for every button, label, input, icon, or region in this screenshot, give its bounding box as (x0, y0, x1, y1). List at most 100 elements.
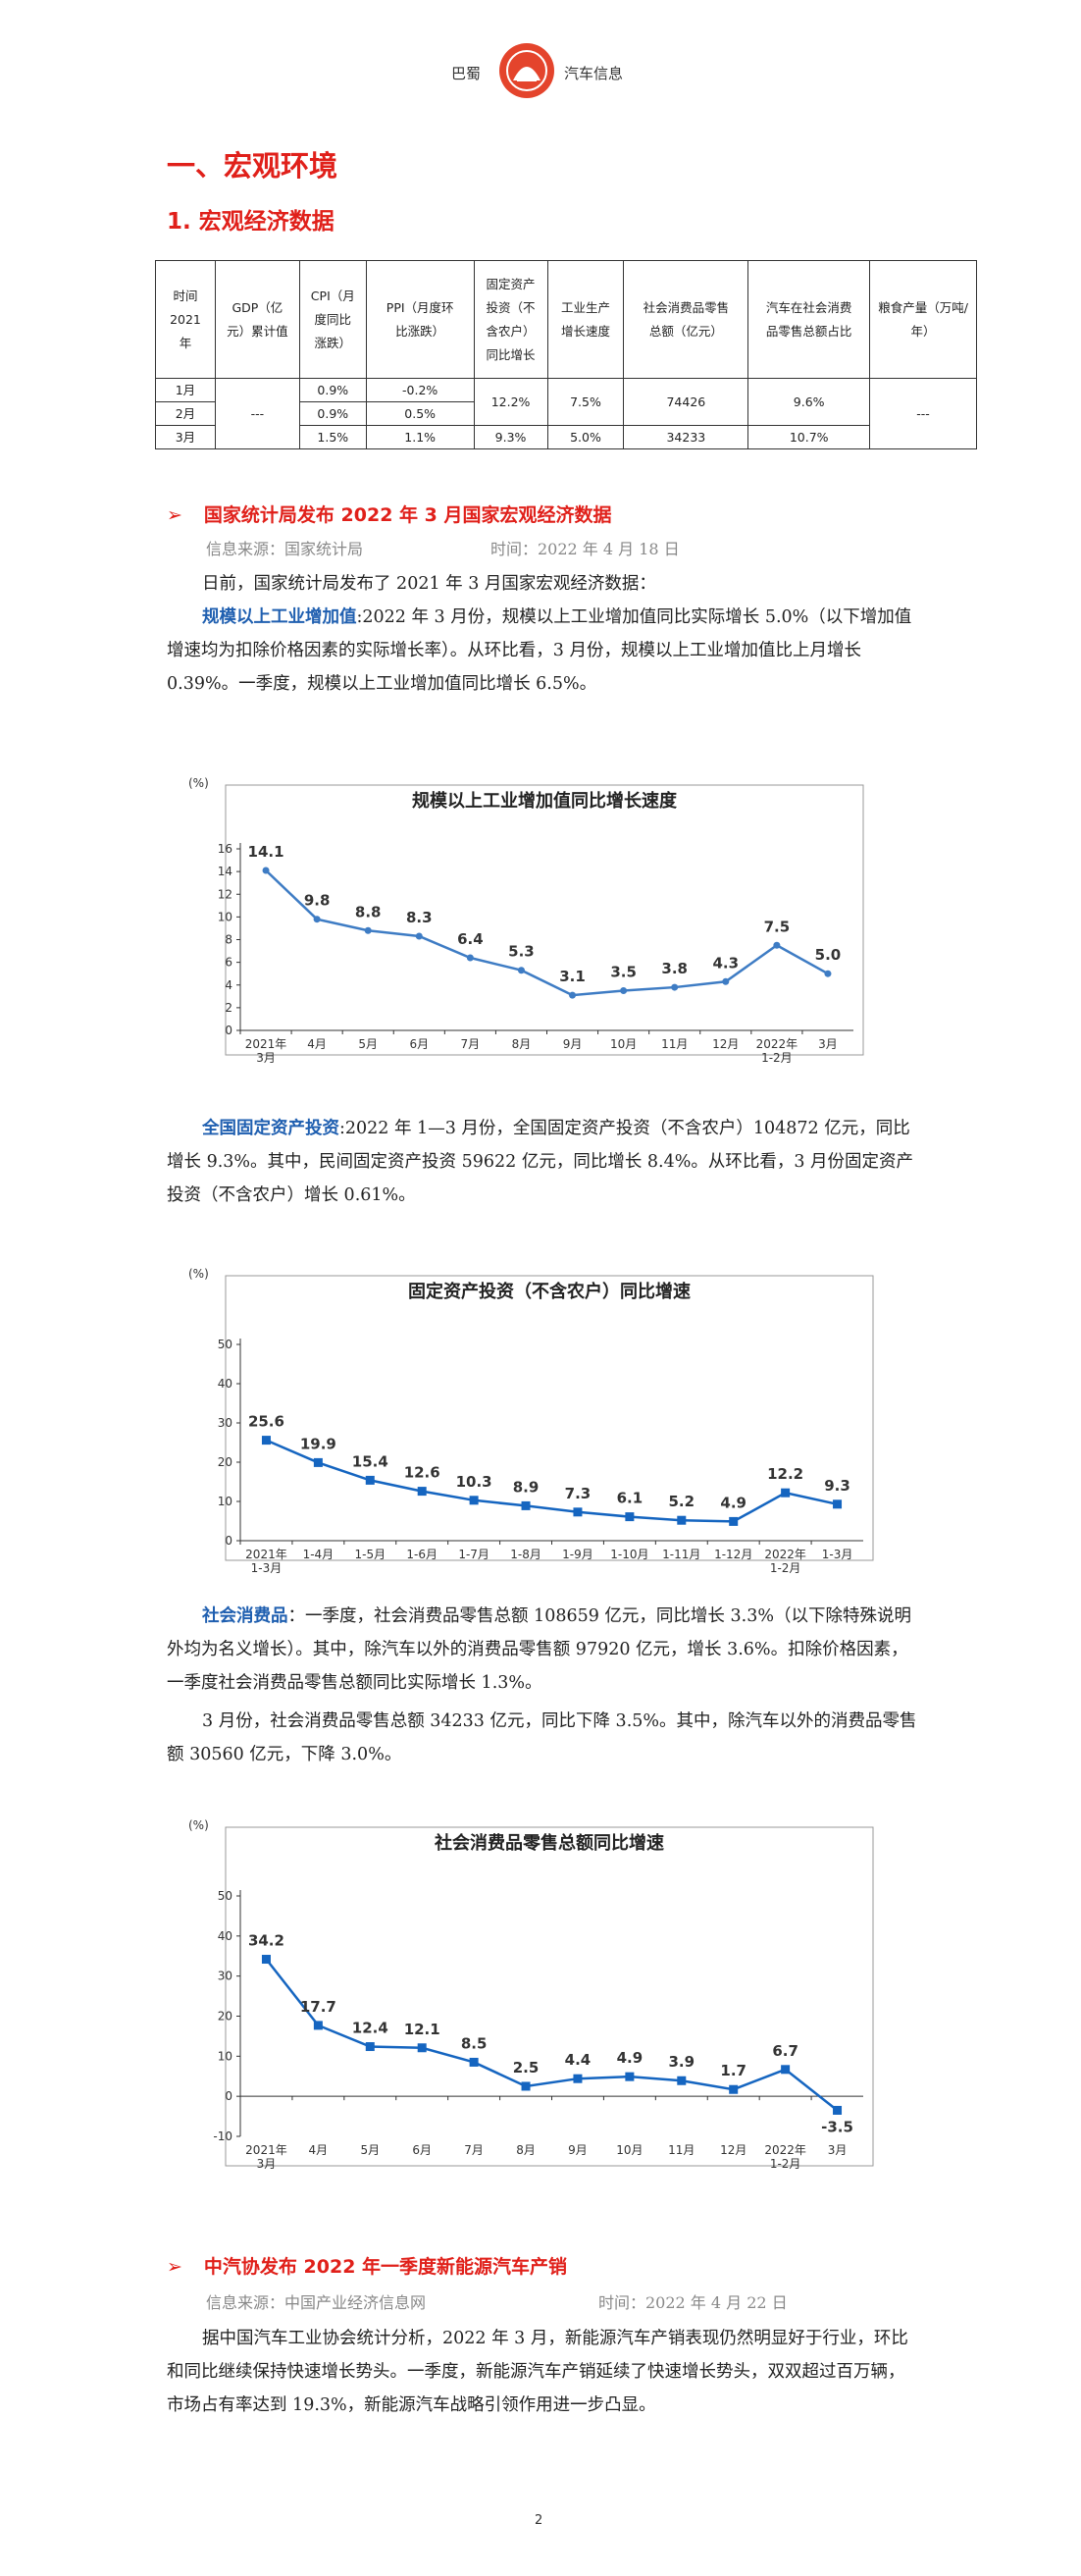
chart-title: 规模以上工业增加值同比增长速度 (412, 790, 678, 812)
data-label: 17.7 (300, 1998, 336, 2016)
data-point (573, 1507, 583, 1517)
article-paragraph: 据中国汽车工业协会统计分析，2022 年 3 月，新能源汽车产销表现仍然明显好于… (167, 2329, 908, 2415)
data-point (573, 2074, 583, 2083)
table-cell-ppi: -0.2% (365, 378, 475, 402)
article-paragraph: 日前，国家统计局发布了 2021 年 3 月国家宏观经济数据： (202, 574, 656, 594)
data-point (417, 1487, 427, 1497)
data-point (262, 867, 270, 874)
y-tick-label: 10 (218, 2049, 232, 2063)
data-point (773, 941, 781, 949)
x-tick-label: 9月 (563, 1037, 583, 1051)
x-tick-label: 2021年 (245, 1548, 287, 1561)
data-point (729, 1516, 739, 1526)
table-cell-auto-share: 9.6% (747, 378, 871, 426)
data-label: 4.4 (565, 2051, 592, 2069)
y-tick-label: 20 (218, 1455, 232, 1469)
y-tick-label: 40 (218, 1929, 232, 1943)
data-label: 1.7 (720, 2062, 746, 2079)
chart-fixed-investment: 固定资产投资（不含农户）同比增速(%)010203040502021年1-3月1… (188, 1267, 874, 1575)
data-point (521, 1500, 531, 1510)
article-time: 时间：2022 年 4 月 22 日 (598, 2293, 788, 2312)
header-brand-left: 巴蜀 (451, 65, 482, 82)
chart-title: 固定资产投资（不含农户）同比增速 (408, 1281, 691, 1302)
table-cell-auto-share: 10.7% (747, 425, 871, 449)
series-line (265, 1439, 838, 1523)
table-header-cell: 粮食产量（万吨/年） (869, 260, 977, 379)
page-number: 2 (535, 2513, 543, 2528)
macro-data-table: 时间 2021 年 GDP（亿 元）累计值 CPI（月 度同比 涨跌） PPI（月度环 比涨… (155, 260, 977, 449)
table-header-cell: 时间 2021 年 (155, 260, 216, 379)
x-tick-label: 1-3月 (251, 1561, 283, 1575)
data-point (469, 1496, 479, 1505)
data-point (415, 932, 423, 940)
data-label: 3.1 (559, 968, 586, 985)
data-label: 4.9 (720, 1494, 746, 1511)
y-tick-label: 20 (218, 2010, 232, 2024)
table-header-cell: 工业生产 增长速度 (546, 260, 625, 379)
series-line (265, 1958, 839, 2112)
y-tick-label: 0 (225, 1534, 232, 1548)
table-cell-month: 3月 (155, 425, 216, 449)
data-label: -3.5 (821, 2118, 853, 2135)
x-tick-label: 1-3月 (822, 1548, 853, 1561)
table-header-cell: 汽车在社会消费 品零售总额占比 (747, 260, 871, 379)
y-tick-label: 10 (218, 910, 232, 923)
x-tick-label: 8月 (512, 1037, 532, 1051)
y-tick-label: 30 (218, 1970, 232, 1983)
x-tick-label: 1-4月 (303, 1548, 335, 1561)
data-label: 2.5 (513, 2059, 540, 2077)
x-tick-label: 5月 (360, 2143, 380, 2157)
data-label: 9.3 (824, 1477, 850, 1495)
data-label: 12.2 (767, 1465, 803, 1483)
x-tick-label: 1-2月 (770, 1561, 801, 1575)
data-point (677, 1515, 687, 1525)
data-point (781, 1488, 791, 1498)
data-label: 14.1 (248, 843, 284, 861)
x-tick-label: 1-7月 (458, 1548, 489, 1561)
x-tick-label: 11月 (668, 2143, 695, 2157)
data-point (313, 916, 321, 923)
data-point (729, 2084, 739, 2094)
table-cell-ppi: 0.5% (365, 401, 475, 426)
y-tick-label: 30 (218, 1416, 232, 1430)
table-cell-cpi: 1.5% (298, 425, 367, 449)
x-tick-label: 3月 (828, 2143, 848, 2157)
data-label: 3.8 (661, 960, 688, 977)
x-tick-label: 6月 (409, 1037, 429, 1051)
data-label: 6.7 (772, 2042, 798, 2060)
x-tick-label: 11月 (661, 1037, 688, 1051)
chart-frame (225, 1826, 874, 2167)
data-label: 4.3 (713, 954, 740, 972)
table-cell-retail: 34233 (623, 425, 749, 449)
data-point (365, 1475, 375, 1485)
chart-frame (225, 1275, 874, 1561)
x-tick-label: 7月 (461, 1037, 481, 1051)
table-row: 1月 --- 0.9% -0.2% 12.2% 7.5% 74426 9.6% … (155, 378, 977, 449)
x-tick-label: 4月 (307, 1037, 327, 1051)
x-tick-label: 12月 (712, 1037, 739, 1051)
article-source: 信息来源：中国产业经济信息网 (206, 2293, 427, 2312)
data-label: 7.3 (565, 1485, 592, 1502)
x-tick-label: 1-2月 (770, 2157, 801, 2171)
data-label: 5.0 (815, 946, 842, 964)
chart-title: 社会消费品零售总额同比增速 (435, 1832, 664, 1854)
data-point (261, 1436, 271, 1446)
data-label: 6.1 (617, 1490, 643, 1507)
y-tick-label: 16 (218, 842, 232, 856)
data-label: 5.3 (508, 943, 535, 961)
y-tick-label: 50 (218, 1338, 232, 1351)
y-tick-label: 10 (218, 1495, 232, 1508)
data-label: 8.8 (355, 903, 382, 920)
data-label: 10.3 (456, 1473, 492, 1491)
x-tick-label: 1-5月 (354, 1548, 386, 1561)
data-label: 8.5 (461, 2034, 488, 2052)
data-label: 15.4 (352, 1452, 388, 1470)
y-tick-label: 6 (225, 956, 232, 970)
data-label: 19.9 (300, 1435, 336, 1452)
keyword: 规模以上工业增加值 (202, 607, 357, 627)
x-tick-label: 5月 (358, 1037, 378, 1051)
data-label: 12.1 (404, 2021, 440, 2038)
x-tick-label: 12月 (720, 2143, 746, 2157)
data-label: 12.6 (404, 1464, 440, 1482)
